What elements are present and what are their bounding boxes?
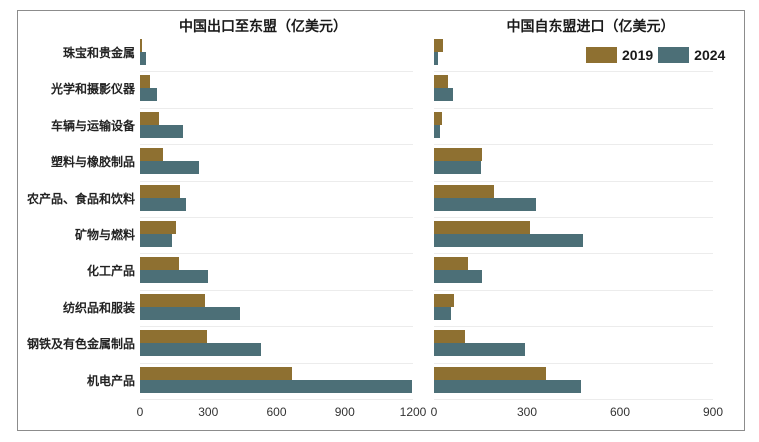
bar-2024-纺织品和服装	[140, 306, 241, 320]
bar-2019-纺织品和服装	[434, 293, 455, 307]
bar-2024-光学和摄影仪器	[140, 88, 158, 102]
chart-frame: 中国出口至东盟（亿美元） 中国自东盟进口（亿美元） 2019 2024 珠宝和贵…	[17, 10, 745, 431]
bar-2024-农产品、食品和饮料	[434, 197, 537, 211]
export-chart-title: 中国出口至东盟（亿美元）	[179, 18, 347, 34]
bar-2024-塑料与橡胶制品	[140, 161, 200, 175]
bar-2019-化工产品	[434, 257, 469, 271]
bar-2024-化工产品	[434, 270, 483, 284]
bar-2019-矿物与燃料	[140, 221, 177, 234]
row-gridline	[434, 326, 713, 328]
bar-2019-光学和摄影仪器	[140, 75, 151, 89]
legend-label-2024: 2024	[694, 47, 726, 63]
row-gridline	[434, 107, 713, 109]
row-gridline	[140, 253, 413, 255]
row-gridline	[140, 326, 413, 328]
legend-label-2019: 2019	[622, 47, 654, 63]
x-axis-tick-label: 900	[702, 405, 724, 419]
bar-2019-农产品、食品和饮料	[140, 184, 180, 198]
bar-2024-化工产品	[140, 270, 209, 284]
x-axis-tick-label: 900	[334, 405, 355, 419]
bar-2019-塑料与橡胶制品	[140, 148, 163, 162]
row-gridline	[140, 144, 413, 146]
row-gridline	[140, 107, 413, 109]
bar-2024-机电产品	[434, 379, 582, 393]
row-gridline	[434, 399, 713, 400]
bar-2019-机电产品	[434, 366, 546, 380]
x-axis-tick-label: 600	[609, 405, 631, 419]
row-gridline	[140, 71, 413, 73]
bar-2019-珠宝和贵金属	[434, 39, 444, 52]
bar-2024-钢铁及有色金属制品	[140, 343, 261, 357]
bar-2019-纺织品和服装	[140, 293, 205, 307]
category-label: 光学和摄影仪器	[50, 82, 135, 97]
bar-2019-钢铁及有色金属制品	[140, 330, 208, 344]
row-gridline	[434, 362, 713, 364]
x-axis-tick-label: 0	[136, 405, 144, 419]
category-label: 农产品、食品和饮料	[26, 191, 135, 206]
bar-2024-车辆与运输设备	[434, 124, 441, 138]
bar-2019-机电产品	[140, 366, 293, 380]
row-gridline	[140, 399, 413, 400]
row-gridline	[140, 180, 413, 182]
row-gridline	[140, 217, 413, 218]
category-label: 钢铁及有色金属制品	[26, 337, 135, 352]
row-gridline	[434, 144, 713, 146]
bar-2019-农产品、食品和饮料	[434, 184, 495, 198]
row-gridline	[434, 217, 713, 218]
category-label: 塑料与橡胶制品	[50, 155, 135, 170]
x-axis-tick-label: 300	[198, 405, 219, 419]
legend: 2019 2024	[586, 47, 725, 63]
export-chart-plot: 0 300 600 900 1200	[137, 35, 426, 419]
row-gridline	[140, 289, 413, 291]
bar-2024-机电产品	[140, 379, 412, 393]
bar-2024-光学和摄影仪器	[434, 88, 453, 102]
bar-2024-纺织品和服装	[434, 306, 452, 320]
bar-2024-钢铁及有色金属制品	[434, 343, 526, 357]
x-axis-tick-label: 0	[430, 405, 438, 419]
import-chart-plot: 0 300 600 900	[431, 35, 723, 419]
row-gridline	[434, 253, 713, 255]
category-label: 车辆与运输设备	[50, 118, 135, 133]
row-gridline	[434, 289, 713, 291]
category-label: 机电产品	[86, 373, 135, 388]
row-gridline	[434, 180, 713, 182]
category-label: 化工产品	[86, 264, 135, 279]
bar-2019-车辆与运输设备	[434, 111, 442, 125]
bar-2019-钢铁及有色金属制品	[434, 330, 465, 344]
bar-2019-光学和摄影仪器	[434, 75, 448, 89]
row-gridline	[140, 362, 413, 364]
legend-swatch-2019	[586, 47, 617, 63]
bar-2024-珠宝和贵金属	[140, 52, 146, 65]
x-axis-tick-label: 300	[516, 405, 538, 419]
bar-2019-车辆与运输设备	[140, 111, 160, 125]
bar-2024-珠宝和贵金属	[434, 52, 438, 65]
x-axis-tick-label: 1200	[399, 405, 427, 419]
bar-2019-塑料与橡胶制品	[434, 148, 483, 162]
bar-2019-珠宝和贵金属	[140, 39, 143, 52]
bar-2024-农产品、食品和饮料	[140, 197, 186, 211]
row-gridline	[434, 71, 713, 73]
category-label: 纺织品和服装	[62, 300, 135, 315]
category-label: 矿物与燃料	[74, 228, 135, 242]
bar-2024-车辆与运输设备	[140, 124, 184, 138]
category-label: 珠宝和贵金属	[62, 46, 135, 60]
bar-2024-矿物与燃料	[140, 234, 172, 247]
bar-2019-化工产品	[140, 257, 179, 271]
bar-2019-矿物与燃料	[434, 221, 531, 234]
bar-2024-矿物与燃料	[434, 234, 583, 247]
legend-swatch-2024	[658, 47, 690, 63]
x-axis-tick-label: 600	[266, 405, 287, 419]
import-chart-title: 中国自东盟进口（亿美元）	[506, 18, 675, 34]
bar-2024-塑料与橡胶制品	[434, 161, 481, 175]
